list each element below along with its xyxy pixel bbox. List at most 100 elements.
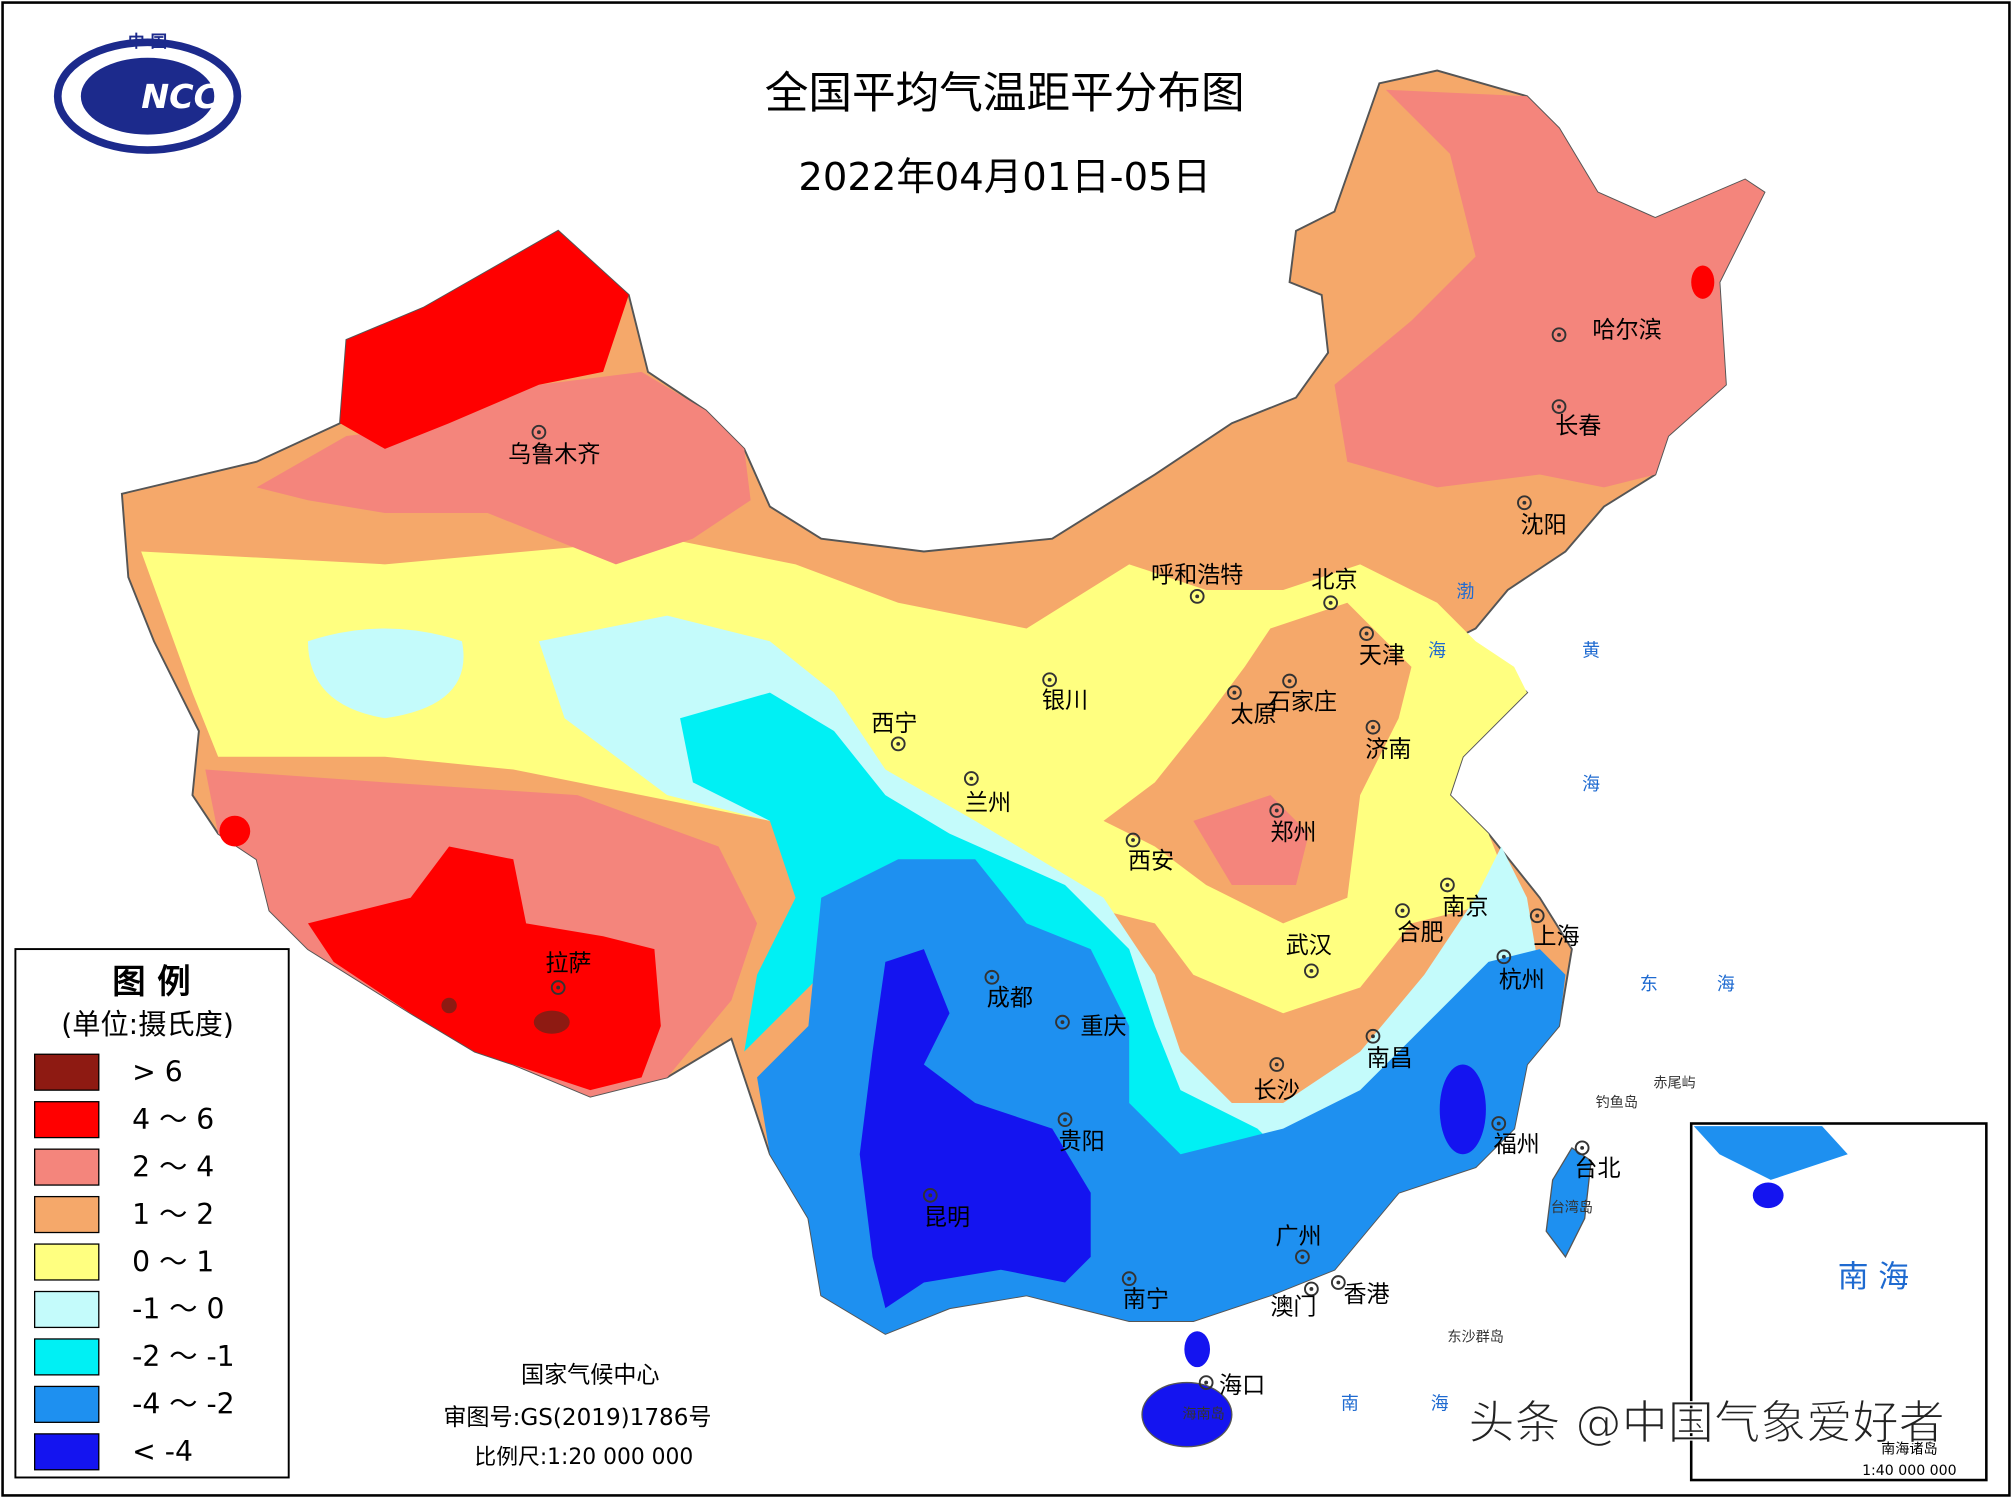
city-marker-dot (989, 975, 994, 980)
inset-name: 南海诸岛 (1881, 1441, 1937, 1457)
city-label: 兰州 (965, 791, 1011, 817)
city-marker-dot (1300, 1254, 1305, 1259)
city-marker-dot (1400, 908, 1405, 913)
inset-scale: 1:40 000 000 (1862, 1463, 1957, 1479)
city-label: 南宁 (1123, 1287, 1169, 1313)
city-marker (1529, 908, 1545, 924)
city-marker (1295, 1249, 1310, 1265)
city-label: 呼和浩特 (1151, 562, 1243, 588)
city-marker-dot (969, 776, 974, 781)
city-label: 澳门 (1270, 1295, 1316, 1321)
sea-label: 南 (1341, 1393, 1359, 1414)
city-marker-dot (1274, 1062, 1279, 1067)
city-marker-dot (1204, 1380, 1209, 1385)
city-label: 福州 (1494, 1132, 1540, 1158)
city-marker (1304, 1281, 1319, 1297)
city-marker-dot (1336, 1280, 1341, 1285)
place-label: 海南岛 (1182, 1407, 1224, 1423)
city-marker (1189, 589, 1205, 604)
city-marker (1395, 903, 1410, 918)
city-label: 贵阳 (1059, 1129, 1105, 1155)
city-marker-dot (1274, 808, 1279, 813)
city-marker-dot (1364, 631, 1369, 636)
city-marker-dot (1328, 600, 1333, 605)
sea-label: 渤 (1456, 582, 1474, 603)
title: 全国平均气温距平分布图 (765, 69, 1245, 119)
logo-top: 中 国 (128, 31, 167, 51)
legend-swatch (34, 1433, 100, 1471)
city-marker-dot (537, 430, 541, 435)
city-marker (1365, 1028, 1381, 1044)
legend-swatch (34, 1338, 100, 1376)
city-marker (1551, 399, 1567, 414)
subtitle: 2022年04月01日-05日 (798, 155, 1211, 200)
city-marker (922, 1187, 938, 1203)
legend-label: 1 ～ 2 (132, 1198, 214, 1231)
city-label: 西安 (1128, 848, 1174, 874)
inset-label: 南 海 (1838, 1259, 1909, 1295)
city-marker (890, 736, 906, 752)
city-marker-dot (1131, 838, 1135, 842)
city-marker-dot (1127, 1276, 1132, 1281)
sea-label: 海 (1431, 1393, 1449, 1414)
city-label: 广州 (1275, 1224, 1321, 1250)
logo: 中 国 NCC (53, 31, 242, 154)
inset (1689, 1122, 1988, 1482)
city-label: 银川 (1042, 688, 1088, 714)
city-marker (1440, 877, 1455, 893)
city-marker-dot (1445, 883, 1450, 887)
city-marker-dot (1580, 1145, 1585, 1150)
city-label: 郑州 (1270, 820, 1316, 846)
city-label: 长春 (1555, 414, 1601, 440)
legend-swatch (34, 1195, 100, 1234)
city-marker (1042, 672, 1058, 688)
place-label: 钓鱼岛 (1596, 1094, 1638, 1111)
city-marker (1551, 327, 1567, 343)
city-label: 武汉 (1286, 933, 1332, 959)
city-marker-dot (556, 985, 561, 990)
city-label: 南京 (1442, 895, 1488, 921)
city-marker-dot (1063, 1117, 1067, 1122)
city-label: 海口 (1219, 1373, 1265, 1399)
city-marker-dot (1557, 404, 1561, 409)
city-label: 昆明 (924, 1205, 970, 1231)
legend-label: -4 ～ -2 (132, 1388, 234, 1421)
sea-label: 海 (1717, 974, 1735, 995)
city-label: 石家庄 (1268, 689, 1337, 715)
city-marker (1227, 685, 1242, 700)
city-marker (963, 771, 979, 786)
city-label: 上海 (1533, 924, 1579, 950)
city-marker-dot (1232, 690, 1237, 695)
legend-label: 0 ～ 1 (132, 1245, 214, 1278)
city-marker-dot (1287, 679, 1292, 683)
city-marker-dot (1047, 677, 1052, 682)
city-label: 香港 (1343, 1282, 1389, 1308)
sea-label: 海 (1582, 774, 1600, 795)
city-marker (1269, 1057, 1285, 1072)
city-marker-dot (896, 741, 901, 746)
city-marker (1057, 1112, 1073, 1128)
city-label: 天津 (1359, 643, 1405, 669)
footer-org: 国家气候中心 (521, 1363, 660, 1389)
city-marker (1304, 963, 1319, 979)
city-label: 长沙 (1254, 1078, 1300, 1104)
place-label: 赤尾屿 (1653, 1076, 1695, 1092)
legend-label: 4 ～ 6 (132, 1103, 214, 1136)
place-label: 台湾岛 (1551, 1199, 1593, 1216)
city-marker-dot (1371, 725, 1375, 730)
city-marker-dot (1309, 1287, 1314, 1291)
city-marker (1269, 803, 1285, 818)
city-label: 合肥 (1397, 920, 1443, 946)
city-marker-dot (1060, 1020, 1065, 1025)
legend-label: -2 ～ -1 (132, 1340, 234, 1373)
city-marker (1323, 595, 1339, 611)
city-label: 沈阳 (1521, 512, 1567, 538)
city-marker-dot (1557, 332, 1561, 337)
city-label: 哈尔滨 (1592, 317, 1661, 343)
legend-swatch (34, 1385, 100, 1423)
legend-label: > 6 (132, 1055, 183, 1088)
city-label: 台北 (1574, 1156, 1620, 1182)
place-label: 东沙群岛 (1447, 1330, 1503, 1346)
legend-unit: (单位:摄氏度) (61, 1008, 234, 1041)
city-marker-dot (1195, 594, 1200, 599)
